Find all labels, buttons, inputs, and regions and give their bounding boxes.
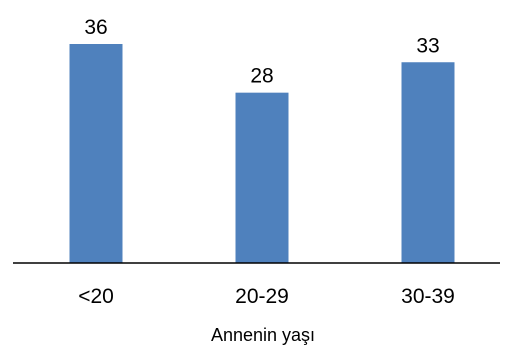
- value-labels-layer: 36 28 33: [84, 16, 439, 88]
- x-tick-label-0: <20: [78, 285, 114, 308]
- bar-0: [69, 44, 123, 263]
- value-label-2: 33: [416, 34, 439, 57]
- x-tick-label-2: 30-39: [401, 285, 455, 308]
- bars-layer: [69, 44, 455, 264]
- x-tick-label-1: 20-29: [235, 285, 289, 308]
- x-axis-title: Annenin yaşı: [211, 325, 315, 345]
- value-label-0: 36: [84, 16, 107, 39]
- bar-2: [401, 62, 455, 263]
- bar-1: [235, 92, 289, 264]
- x-tick-labels-layer: <20 20-29 30-39: [78, 285, 455, 308]
- value-label-1: 28: [250, 65, 273, 88]
